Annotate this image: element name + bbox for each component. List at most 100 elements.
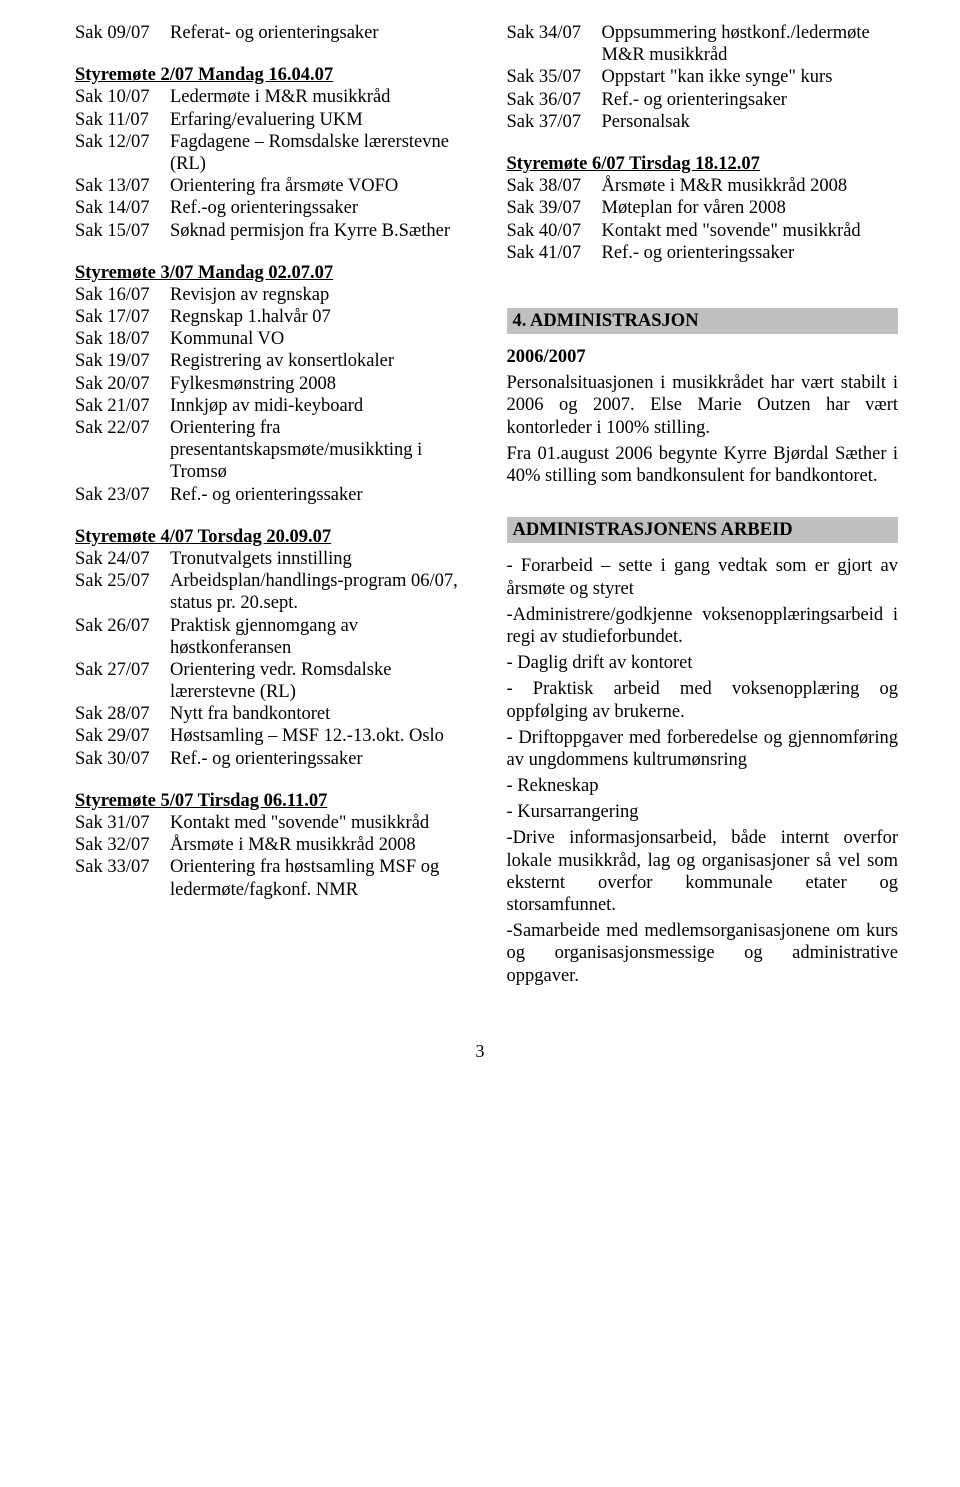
sak-label: Sak 31/07 [75, 812, 170, 834]
sak-label: Sak 11/07 [75, 109, 170, 131]
sak-text: Praktisk gjennomgang av høstkonferansen [170, 615, 467, 659]
sak-label: Sak 17/07 [75, 306, 170, 328]
sak-text: Ref.-og orienteringssaker [170, 197, 467, 219]
sak-label: Sak 33/07 [75, 856, 170, 900]
sak-row: Sak 09/07Referat- og orienteringsaker [75, 22, 467, 44]
sak-text: Kontakt med "sovende" musikkråd [602, 220, 899, 242]
sak-text: Registrering av konsertlokaler [170, 350, 467, 372]
paragraph: - Praktisk arbeid med voksenopplæring og… [507, 678, 899, 722]
sak-label: Sak 09/07 [75, 22, 170, 44]
sak-row: Sak 17/07Regnskap 1.halvår 07 [75, 306, 467, 328]
sak-label: Sak 14/07 [75, 197, 170, 219]
sak-row: Sak 30/07Ref.- og orienteringssaker [75, 748, 467, 770]
sak-row: Sak 22/07Orientering fra presentantskaps… [75, 417, 467, 484]
sak-text: Fylkesmønstring 2008 [170, 373, 467, 395]
sak-row: Sak 29/07Høstsamling – MSF 12.-13.okt. O… [75, 725, 467, 747]
sak-label: Sak 36/07 [507, 89, 602, 111]
sak-label: Sak 41/07 [507, 242, 602, 264]
sak-row: Sak 31/07Kontakt med "sovende" musikkråd [75, 812, 467, 834]
sak-row: Sak 41/07Ref.- og orienteringssaker [507, 242, 899, 264]
sak-text: Møteplan for våren 2008 [602, 197, 899, 219]
sak-row: Sak 36/07Ref.- og orienteringsaker [507, 89, 899, 111]
paragraph: - Rekneskap [507, 775, 899, 797]
sak-row: Sak 16/07Revisjon av regnskap [75, 284, 467, 306]
sak-text: Ref.- og orienteringssaker [170, 748, 467, 770]
sak-text: Revisjon av regnskap [170, 284, 467, 306]
sak-row: Sak 19/07Registrering av konsertlokaler [75, 350, 467, 372]
sak-text: Ref.- og orienteringssaker [602, 242, 899, 264]
sak-text: Regnskap 1.halvår 07 [170, 306, 467, 328]
sak-label: Sak 29/07 [75, 725, 170, 747]
sak-label: Sak 13/07 [75, 175, 170, 197]
sak-label: Sak 21/07 [75, 395, 170, 417]
paragraph: -Samarbeide med medlemsorganisasjonene o… [507, 920, 899, 987]
sak-label: Sak 20/07 [75, 373, 170, 395]
sak-text: Orientering fra høstsamling MSF og leder… [170, 856, 467, 900]
sak-text: Arbeidsplan/handlings-program 06/07, sta… [170, 570, 467, 614]
sak-label: Sak 23/07 [75, 484, 170, 506]
sak-text: Høstsamling – MSF 12.-13.okt. Oslo [170, 725, 467, 747]
sak-text: Kommunal VO [170, 328, 467, 350]
paragraph: - Forarbeid – sette i gang vedtak som er… [507, 555, 899, 599]
sak-label: Sak 10/07 [75, 86, 170, 108]
sak-label: Sak 22/07 [75, 417, 170, 484]
sak-text: Fagdagene – Romsdalske lærerstevne (RL) [170, 131, 467, 175]
paragraph: - Kursarrangering [507, 801, 899, 823]
sak-label: Sak 24/07 [75, 548, 170, 570]
meeting-heading: Styremøte 3/07 Mandag 02.07.07 [75, 262, 467, 284]
meeting-heading: Styremøte 4/07 Torsdag 20.09.07 [75, 526, 467, 548]
right-column: Sak 34/07Oppsummering høstkonf./ledermøt… [507, 22, 899, 991]
sak-row: Sak 24/07Tronutvalgets innstilling [75, 548, 467, 570]
sak-text: Innkjøp av midi-keyboard [170, 395, 467, 417]
sak-text: Årsmøte i M&R musikkråd 2008 [170, 834, 467, 856]
sak-row: Sak 23/07Ref.- og orienteringssaker [75, 484, 467, 506]
sak-label: Sak 30/07 [75, 748, 170, 770]
paragraph: - Driftoppgaver med forberedelse og gjen… [507, 727, 899, 771]
meeting-heading: Styremøte 2/07 Mandag 16.04.07 [75, 64, 467, 86]
sak-row: Sak 25/07Arbeidsplan/handlings-program 0… [75, 570, 467, 614]
sak-text: Erfaring/evaluering UKM [170, 109, 467, 131]
page-number: 3 [0, 1041, 960, 1062]
sak-row: Sak 20/07Fylkesmønstring 2008 [75, 373, 467, 395]
sak-row: Sak 33/07Orientering fra høstsamling MSF… [75, 856, 467, 900]
sak-label: Sak 40/07 [507, 220, 602, 242]
meeting-heading: Styremøte 6/07 Tirsdag 18.12.07 [507, 153, 899, 175]
sak-text: Ref.- og orienteringsaker [602, 89, 899, 111]
sak-row: Sak 12/07Fagdagene – Romsdalske lærerste… [75, 131, 467, 175]
sak-text: Ledermøte i M&R musikkråd [170, 86, 467, 108]
sak-row: Sak 18/07Kommunal VO [75, 328, 467, 350]
sak-row: Sak 38/07Årsmøte i M&R musikkråd 2008 [507, 175, 899, 197]
sak-label: Sak 32/07 [75, 834, 170, 856]
sak-label: Sak 28/07 [75, 703, 170, 725]
sak-text: Orientering fra presentantskapsmøte/musi… [170, 417, 467, 484]
sak-row: Sak 32/07Årsmøte i M&R musikkråd 2008 [75, 834, 467, 856]
paragraph: -Administrere/godkjenne voksenopplærings… [507, 604, 899, 648]
sak-label: Sak 18/07 [75, 328, 170, 350]
section-heading: 4. ADMINISTRASJON [507, 308, 899, 334]
sak-text: Ref.- og orienteringssaker [170, 484, 467, 506]
sak-row: Sak 39/07Møteplan for våren 2008 [507, 197, 899, 219]
sak-row: Sak 34/07Oppsummering høstkonf./ledermøt… [507, 22, 899, 66]
sak-row: Sak 35/07Oppstart "kan ikke synge" kurs [507, 66, 899, 88]
sak-row: Sak 21/07Innkjøp av midi-keyboard [75, 395, 467, 417]
sak-text: Nytt fra bandkontoret [170, 703, 467, 725]
sak-text: Personalsak [602, 111, 899, 133]
sak-text: Referat- og orienteringsaker [170, 22, 467, 44]
sak-text: Årsmøte i M&R musikkråd 2008 [602, 175, 899, 197]
paragraph: Personalsituasjonen i musikkrådet har væ… [507, 372, 899, 439]
sak-label: Sak 37/07 [507, 111, 602, 133]
sak-text: Orientering fra årsmøte VOFO [170, 175, 467, 197]
sak-label: Sak 12/07 [75, 131, 170, 175]
sak-label: Sak 15/07 [75, 220, 170, 242]
sak-label: Sak 19/07 [75, 350, 170, 372]
sak-text: Kontakt med "sovende" musikkråd [170, 812, 467, 834]
sak-row: Sak 15/07Søknad permisjon fra Kyrre B.Sæ… [75, 220, 467, 242]
sak-label: Sak 38/07 [507, 175, 602, 197]
sak-text: Oppstart "kan ikke synge" kurs [602, 66, 899, 88]
sak-row: Sak 26/07Praktisk gjennomgang av høstkon… [75, 615, 467, 659]
left-column: Sak 09/07Referat- og orienteringsaker St… [75, 22, 467, 991]
sak-row: Sak 27/07Orientering vedr. Romsdalske læ… [75, 659, 467, 703]
sak-row: Sak 10/07Ledermøte i M&R musikkråd [75, 86, 467, 108]
sak-text: Tronutvalgets innstilling [170, 548, 467, 570]
sak-label: Sak 25/07 [75, 570, 170, 614]
